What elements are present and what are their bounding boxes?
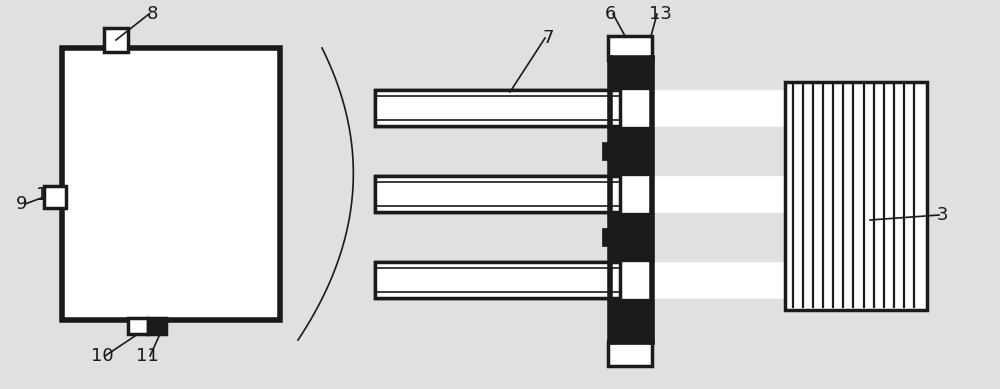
Text: 10: 10 [91, 347, 113, 365]
Bar [610, 212, 652, 262]
Text: 3: 3 [936, 206, 948, 224]
Bar [610, 262, 848, 298]
Text: 9: 9 [16, 195, 28, 213]
Bar [375, 176, 620, 212]
Bar [610, 58, 652, 342]
Bar [610, 126, 652, 176]
Bar [44, 186, 66, 208]
Bar [602, 142, 610, 160]
Text: 6: 6 [604, 5, 616, 23]
Text: 13: 13 [649, 5, 671, 23]
Text: 11: 11 [136, 347, 158, 365]
Text: 8: 8 [146, 5, 158, 23]
Bar [610, 176, 848, 212]
Text: 7: 7 [542, 29, 554, 47]
Bar [608, 342, 652, 366]
Text: 1: 1 [36, 186, 48, 204]
Bar [608, 36, 652, 60]
Bar [785, 82, 927, 310]
Bar [62, 48, 280, 320]
Bar [148, 318, 166, 334]
Bar [128, 318, 148, 334]
Bar [375, 176, 620, 212]
Bar [610, 58, 652, 342]
Bar [375, 262, 620, 298]
Bar [104, 28, 128, 52]
Bar [602, 228, 610, 246]
Bar [375, 262, 620, 298]
Bar [610, 90, 848, 126]
Bar [375, 90, 620, 126]
Bar [375, 90, 620, 126]
